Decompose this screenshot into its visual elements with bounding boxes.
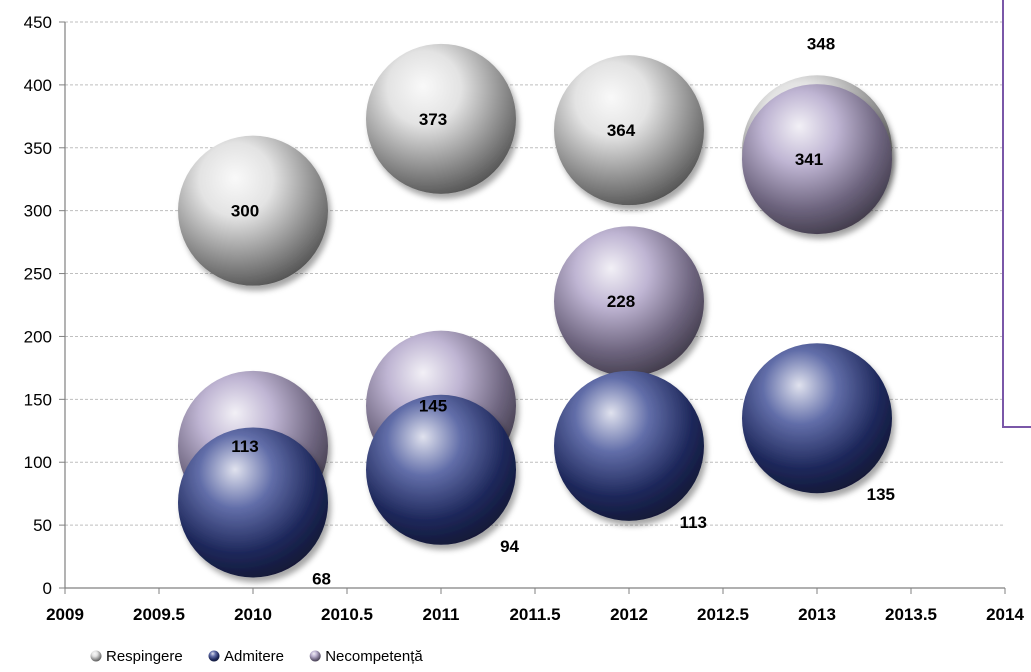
data-label: 94 xyxy=(500,537,519,556)
data-label: 364 xyxy=(607,121,636,140)
bubble-necompeten--2013 xyxy=(742,84,892,235)
data-label: 68 xyxy=(312,569,331,588)
x-tick-label: 2009 xyxy=(46,605,84,624)
legend-label-admitere: Admitere xyxy=(224,648,284,665)
bubble-necompeten--2012 xyxy=(554,226,704,377)
y-tick-label: 150 xyxy=(24,390,52,409)
bubble-respingere-2010 xyxy=(178,135,328,286)
y-tick-label: 0 xyxy=(43,579,52,598)
data-label: 135 xyxy=(867,485,895,504)
legend-marker-admitere xyxy=(208,650,220,662)
y-tick-label: 350 xyxy=(24,139,52,158)
x-tick-label: 2011 xyxy=(423,605,460,624)
legend-marker-necompeten- xyxy=(309,650,321,662)
x-tick-label: 2012.5 xyxy=(697,605,749,624)
y-tick-label: 400 xyxy=(24,76,52,95)
y-tick-label: 50 xyxy=(33,516,52,535)
x-tick-label: 2014 xyxy=(986,605,1024,624)
x-tick-label: 2013.5 xyxy=(885,605,937,624)
x-tick-label: 2013 xyxy=(798,605,836,624)
side-frame xyxy=(1002,0,1031,428)
legend-marker-respingere xyxy=(90,650,102,662)
x-tick-label: 2009.5 xyxy=(133,605,185,624)
data-label: 341 xyxy=(795,150,823,169)
x-tick-label: 2011.5 xyxy=(509,605,560,624)
data-label: 228 xyxy=(607,292,635,311)
x-tick-label: 2010 xyxy=(234,605,272,624)
bubble-admitere-2013 xyxy=(742,343,892,494)
y-tick-label: 450 xyxy=(24,13,52,32)
y-tick-label: 100 xyxy=(24,453,52,472)
legend-label-necompeten-: Necompetență xyxy=(325,648,423,665)
data-label: 373 xyxy=(419,110,447,129)
x-tick-label: 2012 xyxy=(610,605,648,624)
data-label: 113 xyxy=(231,437,258,456)
bubble-respingere-2012 xyxy=(554,55,704,206)
data-label: 145 xyxy=(419,397,447,416)
x-tick-label: 2010.5 xyxy=(321,605,373,624)
y-tick-label: 250 xyxy=(24,265,52,284)
bubble-admitere-2010 xyxy=(178,427,328,578)
bubble-admitere-2012 xyxy=(554,370,704,521)
y-tick-label: 300 xyxy=(24,202,52,221)
data-label: 300 xyxy=(231,202,259,221)
bubble-admitere-2011 xyxy=(366,394,516,545)
data-label: 348 xyxy=(807,34,835,53)
y-tick-label: 200 xyxy=(24,327,52,346)
legend-label-respingere: Respingere xyxy=(106,648,183,665)
bubble-respingere-2011 xyxy=(366,43,516,194)
data-label: 113 xyxy=(680,513,707,532)
